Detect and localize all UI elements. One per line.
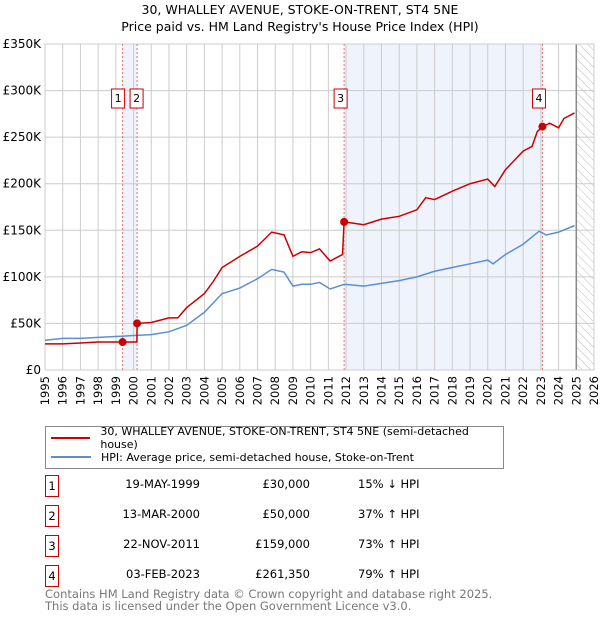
sale-point — [118, 338, 127, 347]
legend: 30, WHALLEY AVENUE, STOKE-ON-TRENT, ST4 … — [45, 425, 504, 469]
price-chart: 1995 1996 1997 1998 1999 2000 2001 2002 2003 2004… — [3, 37, 600, 405]
future-hatch — [576, 44, 594, 370]
x-tick-label: 1999 — [109, 376, 123, 405]
sale-date: 13-MAR-2000 — [122, 507, 200, 521]
x-tick-label: 2001 — [144, 376, 158, 405]
x-tick-label: 2009 — [286, 376, 300, 405]
sale-price: £50,000 — [262, 507, 310, 521]
x-tick-label: 2008 — [268, 376, 282, 405]
sale-hpi-diff: 79% ↑ HPI — [358, 567, 420, 581]
x-tick-label: 2018 — [445, 376, 459, 405]
plot-border — [44, 43, 595, 371]
x-tick-label: 2011 — [321, 376, 335, 405]
x-tick-label: 2022 — [516, 376, 530, 405]
sale-label-box — [333, 88, 348, 109]
sale-row: 2 13-MAR-2000 £50,000 37% ↑ HPI — [45, 505, 545, 527]
legend-red-line-icon — [51, 437, 91, 439]
sale-number-badge: 2 — [45, 505, 59, 527]
sale-hpi-diff: 37% ↑ HPI — [358, 507, 420, 521]
sale-date: 19-MAY-1999 — [125, 477, 200, 491]
x-tick-label: 2014 — [374, 376, 388, 405]
x-tick-label: 2015 — [392, 376, 406, 405]
sale-price: £30,000 — [262, 477, 310, 491]
x-tick-label: 2006 — [233, 376, 247, 405]
footer: Contains HM Land Registry data © Crown c… — [45, 588, 492, 612]
sale-label: 4 — [535, 92, 542, 105]
legend-blue-line-icon — [51, 456, 91, 458]
x-tick-label: 2026 — [587, 376, 600, 405]
legend-item-hpi: HPI: Average price, semi-detached house,… — [46, 448, 414, 466]
sale-point — [538, 122, 547, 131]
x-tick-label: 1995 — [38, 376, 52, 405]
x-tick-label: 2024 — [552, 376, 566, 405]
x-tick-label: 1997 — [73, 376, 87, 405]
x-tick-label: 2019 — [463, 376, 477, 405]
x-tick-label: 2004 — [197, 376, 211, 405]
x-tick-label: 1996 — [56, 376, 70, 405]
sale-price: £159,000 — [255, 537, 310, 551]
chart-subtitle: Price paid vs. HM Land Registry's House … — [121, 19, 479, 34]
y-tick-label: £50K — [10, 316, 42, 330]
sale-label: 2 — [133, 92, 140, 105]
x-tick-label: 2017 — [428, 376, 442, 405]
y-tick-label: £350K — [3, 37, 43, 51]
x-tick-label: 2013 — [357, 376, 371, 405]
y-tick-label: £250K — [3, 130, 43, 144]
legend-label: 30, WHALLEY AVENUE, STOKE-ON-TRENT, ST4 … — [100, 425, 469, 451]
x-tick-label: 2007 — [251, 376, 265, 405]
x-tick-label: 2003 — [180, 376, 194, 405]
sale-point — [340, 217, 349, 226]
chart-title: 30, WHALLEY AVENUE, STOKE-ON-TRENT, ST4 … — [141, 2, 459, 17]
x-tick-label: 2016 — [410, 376, 424, 405]
sale-label: 1 — [115, 92, 122, 105]
y-tick-label: £150K — [3, 223, 43, 237]
x-tick-label: 2005 — [215, 376, 229, 405]
sale-row: 1 19-MAY-1999 £30,000 15% ↓ HPI — [45, 475, 545, 497]
legend-item-property: 30, WHALLEY AVENUE, STOKE-ON-TRENT, ST4 … — [46, 425, 503, 451]
sale-label-box — [531, 88, 546, 109]
x-tick-label: 2002 — [162, 376, 176, 405]
footer-licence: This data is licensed under the Open Gov… — [45, 599, 412, 613]
y-tick-label: £0 — [26, 363, 41, 377]
x-tick-label: 2023 — [534, 376, 548, 405]
sale-row: 3 22-NOV-2011 £159,000 73% ↑ HPI — [45, 535, 545, 557]
x-tick-label: 2012 — [339, 376, 353, 405]
sale-hpi-diff: 73% ↑ HPI — [358, 537, 420, 551]
x-tick-label: 2025 — [569, 376, 583, 405]
y-tick-label: £100K — [3, 270, 43, 284]
x-tick-label: 2000 — [127, 376, 141, 405]
sale-label-box — [111, 88, 126, 109]
hpi-line — [44, 224, 575, 341]
sale-label-box — [129, 88, 144, 109]
sale-date: 03-FEB-2023 — [126, 567, 200, 581]
sale-label: 3 — [337, 92, 344, 105]
sale-price: £261,350 — [255, 567, 310, 581]
x-tick-label: 1998 — [91, 376, 105, 405]
x-tick-label: 2021 — [498, 376, 512, 405]
legend-label: HPI: Average price, semi-detached house,… — [101, 450, 414, 464]
x-tick-label: 2020 — [481, 376, 495, 405]
x-tick-label: 2010 — [304, 376, 318, 405]
sale-number-badge: 4 — [45, 565, 59, 587]
footer-copyright: Contains HM Land Registry data © Crown c… — [45, 587, 493, 601]
sale-date: 22-NOV-2011 — [123, 537, 200, 551]
sale-hpi-diff: 15% ↓ HPI — [358, 477, 420, 491]
price-paid-line — [45, 112, 575, 345]
sale-row: 4 03-FEB-2023 £261,350 79% ↑ HPI — [45, 565, 545, 587]
sale-number-badge: 3 — [45, 535, 59, 557]
y-tick-label: £300K — [3, 84, 43, 98]
y-tick-label: £200K — [3, 177, 43, 191]
sale-number-badge: 1 — [45, 475, 59, 497]
shaded-period — [344, 44, 543, 370]
sale-point — [133, 319, 142, 328]
